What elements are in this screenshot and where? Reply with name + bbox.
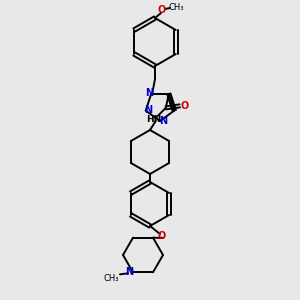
Text: O: O xyxy=(158,231,166,241)
Text: CH₃: CH₃ xyxy=(168,2,184,11)
Text: O: O xyxy=(158,5,166,15)
Text: N: N xyxy=(144,105,152,115)
Text: O: O xyxy=(181,101,189,111)
Text: HN: HN xyxy=(146,116,161,124)
Text: CH₃: CH₃ xyxy=(103,274,119,283)
Text: N: N xyxy=(125,267,133,277)
Text: N: N xyxy=(145,88,153,98)
Text: N: N xyxy=(159,116,167,126)
